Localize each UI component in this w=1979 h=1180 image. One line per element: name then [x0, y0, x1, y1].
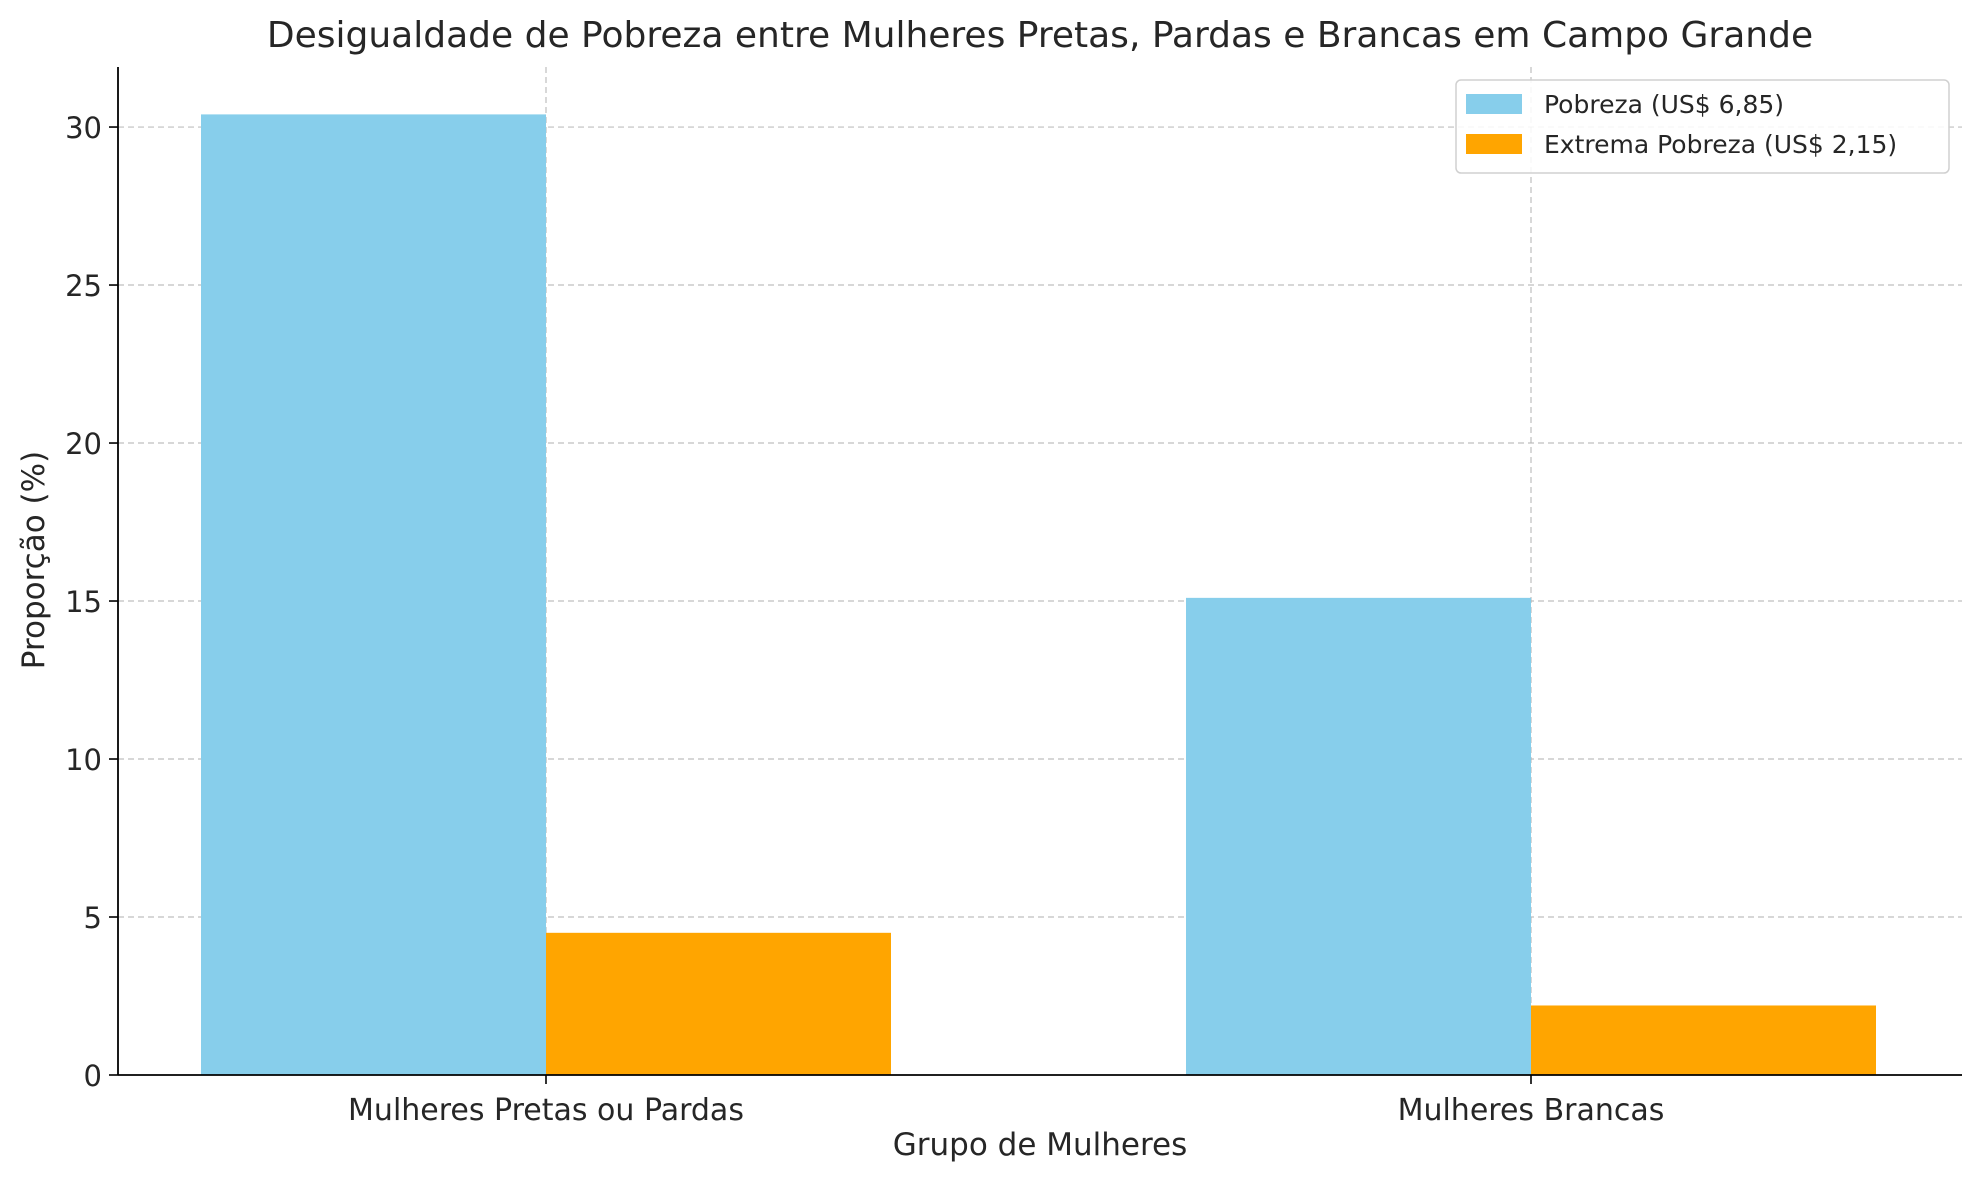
legend-box	[1455, 79, 1950, 174]
y-tick-label: 10	[65, 743, 102, 777]
y-tick-label: 0	[84, 1059, 102, 1093]
legend-label: Pobreza (US$ 6,85)	[1544, 90, 1784, 119]
x-tick-label: Mulheres Brancas	[1398, 1093, 1665, 1128]
y-tick-label: 20	[65, 427, 102, 461]
y-tick-label: 15	[65, 585, 102, 619]
bars	[201, 114, 1876, 1075]
y-tick-label: 25	[65, 269, 102, 303]
bar-pobreza-1	[1186, 597, 1531, 1075]
bar-pobreza-0	[201, 114, 546, 1075]
y-tick-label: 30	[65, 111, 102, 145]
legend-label: Extrema Pobreza (US$ 2,15)	[1544, 130, 1897, 159]
bar-extrema-pobreza-1	[1531, 1005, 1876, 1075]
legend-swatch	[1466, 134, 1522, 154]
tick-labels: 0 5 10 15 20 25 30 Mulheres Pretas ou Pardas Mul…	[65, 111, 1664, 1128]
legend: Pobreza (US$ 6,85) Extrema Pobreza (US$ 2…	[1455, 79, 1950, 174]
chart-title: Desigualdade de Pobreza entre Mulheres P…	[267, 15, 1813, 56]
bar-extrema-pobreza-0	[546, 932, 891, 1075]
y-axis-label: Proporção (%)	[16, 451, 52, 669]
axes	[109, 67, 1962, 1084]
x-axis-label: Grupo de Mulheres	[893, 1127, 1188, 1163]
y-tick-label: 5	[84, 901, 102, 935]
x-tick-label: Mulheres Pretas ou Pardas	[348, 1093, 744, 1128]
legend-swatch	[1466, 94, 1522, 114]
